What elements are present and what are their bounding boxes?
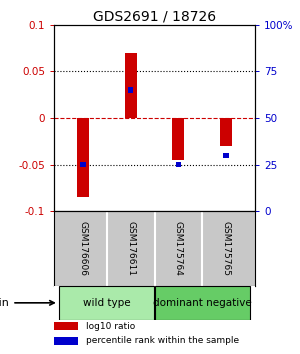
Title: GDS2691 / 18726: GDS2691 / 18726 (93, 10, 216, 24)
Bar (124, 53, 136, 118)
Bar (224, 153, 229, 158)
Bar (54, 337, 78, 345)
Bar (59, 286, 154, 320)
Text: log10 ratio: log10 ratio (86, 321, 135, 331)
Text: GSM175764: GSM175764 (174, 221, 183, 276)
Text: dominant negative: dominant negative (153, 298, 252, 308)
Bar (77, 118, 89, 197)
Text: strain: strain (0, 298, 54, 308)
Bar (176, 162, 181, 167)
Text: percentile rank within the sample: percentile rank within the sample (86, 336, 239, 345)
Bar (172, 118, 184, 160)
Text: GSM176606: GSM176606 (78, 221, 87, 276)
Bar (154, 286, 250, 320)
Text: GSM175765: GSM175765 (222, 221, 231, 276)
Bar (220, 118, 232, 146)
Text: GSM176611: GSM176611 (126, 221, 135, 276)
Bar (80, 162, 86, 167)
Text: wild type: wild type (83, 298, 130, 308)
Bar (54, 322, 78, 330)
Bar (128, 87, 134, 93)
